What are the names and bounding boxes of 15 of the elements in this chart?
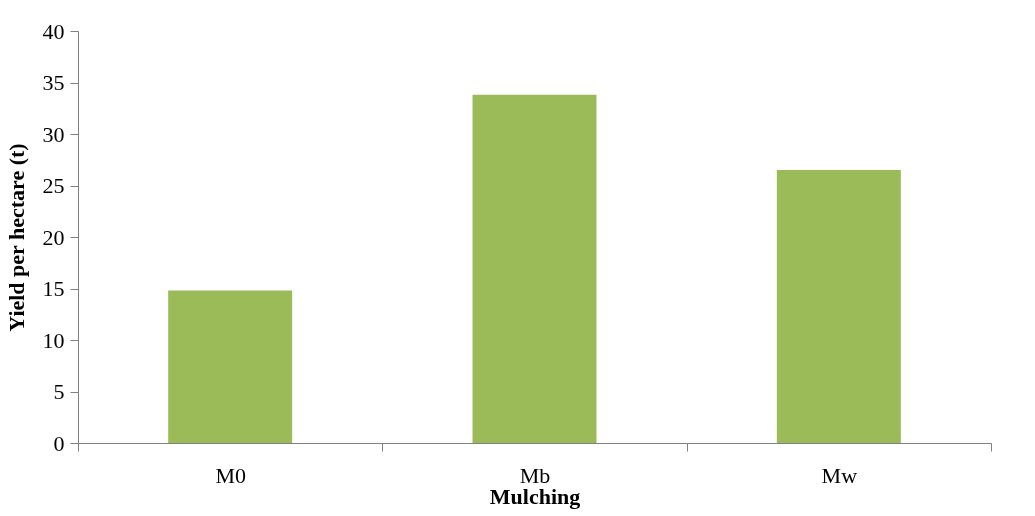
y-axis-title: Yield per hectare (t)	[3, 143, 29, 332]
y-tick-label: 15	[42, 276, 65, 301]
bar	[168, 290, 293, 443]
y-tick-label: 5	[53, 379, 65, 404]
x-tick-label: M0	[215, 462, 246, 488]
bar	[776, 170, 901, 443]
y-tick-label: 10	[42, 327, 65, 353]
bar	[472, 94, 597, 443]
y-tick-label: 25	[42, 173, 65, 198]
y-tick-label: 35	[42, 70, 65, 95]
y-tick-label: 0	[53, 430, 65, 456]
y-tick-label: 20	[42, 224, 65, 250]
y-tick-label: 40	[42, 18, 65, 44]
x-tick-label: Mw	[821, 462, 858, 488]
y-tick-label: 30	[42, 121, 65, 147]
